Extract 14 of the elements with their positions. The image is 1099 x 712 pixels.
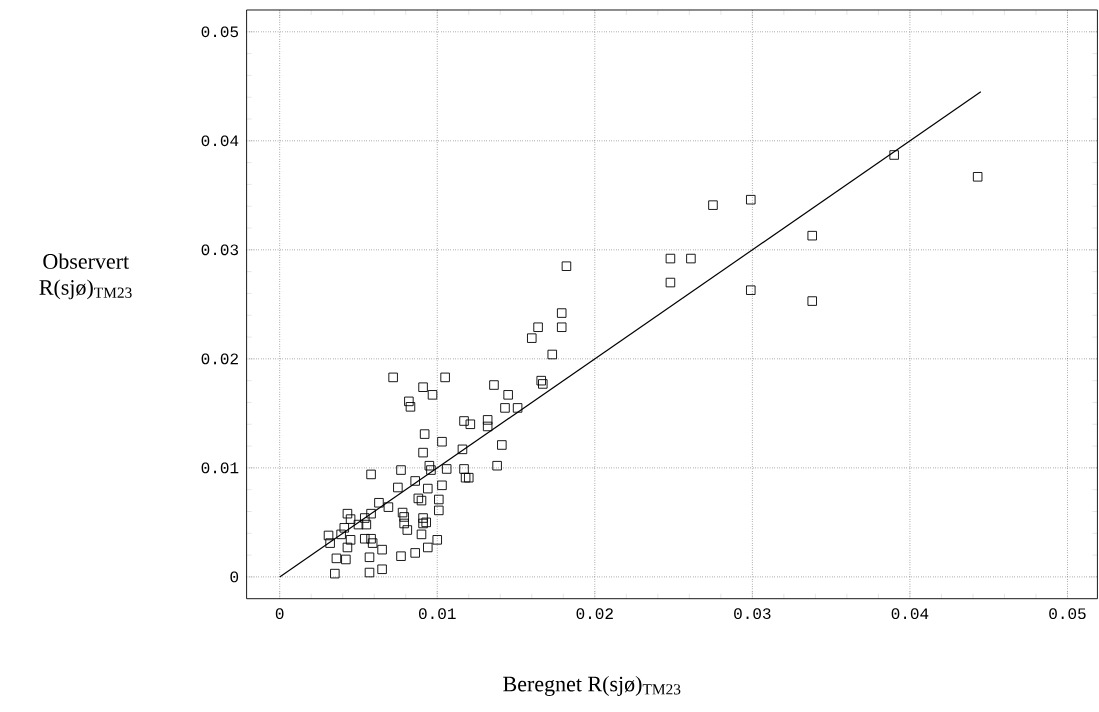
- x-tick-label: 0.05: [1049, 608, 1086, 620]
- x-tick-label: 0.04: [891, 608, 929, 620]
- y-tick-label: 0.05: [201, 26, 239, 38]
- y-tick-label: 0.01: [201, 462, 239, 474]
- y-axis-title: Observert R(sjø)$_{TM23}$: [39, 253, 132, 300]
- y-tick-label: 0.04: [201, 135, 239, 147]
- x-axis-title: Beregnet R(sjø)$_{TM23}$: [503, 675, 681, 696]
- x-tick-label: 0.01: [419, 608, 456, 620]
- x-tick-label: 0.02: [576, 608, 613, 620]
- y-tick-label: 0: [230, 571, 239, 583]
- y-tick-label: 0.03: [201, 244, 239, 256]
- y-tick-label: 0.02: [201, 353, 238, 365]
- x-tick-label: 0.03: [734, 608, 771, 620]
- x-tick-label: 0: [275, 608, 284, 620]
